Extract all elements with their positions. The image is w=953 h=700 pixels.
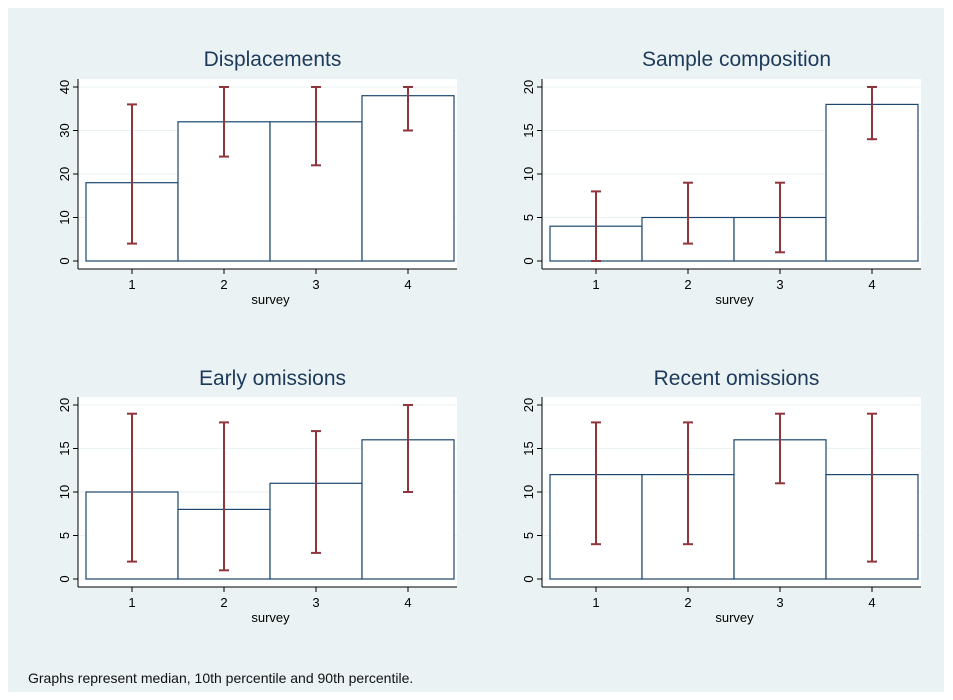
bar-4 <box>361 95 455 262</box>
x-tick-label: 2 <box>220 595 227 610</box>
y-tick-label: 30 <box>57 123 72 137</box>
chart-title: Displacements <box>204 48 342 71</box>
x-axis-label: survey <box>251 610 290 625</box>
x-tick-label: 2 <box>684 595 691 610</box>
x-tick-label: 1 <box>592 277 599 292</box>
figure-caption: Graphs represent median, 10th percentile… <box>28 670 414 686</box>
x-tick-label: 3 <box>776 595 783 610</box>
y-tick-label: 10 <box>57 485 72 499</box>
y-tick-label: 0 <box>57 257 72 264</box>
y-tick-label: 20 <box>57 398 72 412</box>
x-tick-label: 1 <box>592 595 599 610</box>
x-tick-label: 4 <box>868 595 875 610</box>
y-tick-label: 0 <box>521 575 536 582</box>
chart-title: Sample composition <box>642 48 831 71</box>
y-tick-label: 20 <box>521 80 536 94</box>
y-tick-label: 10 <box>521 167 536 181</box>
x-tick-label: 4 <box>868 277 875 292</box>
figure: 0 10 20 30 40 1 2 3 4 survey Displacements 0 5 10 15 20… <box>8 8 944 692</box>
chart-title: Early omissions <box>199 367 346 390</box>
y-tick-label: 15 <box>57 441 72 455</box>
x-tick-label: 3 <box>776 277 783 292</box>
y-tick-label: 5 <box>521 532 536 539</box>
y-tick-label: 15 <box>521 441 536 455</box>
y-tick-label: 0 <box>521 257 536 264</box>
x-tick-label: 1 <box>128 277 135 292</box>
y-tick-label: 0 <box>57 575 72 582</box>
x-axis-label: survey <box>715 292 754 307</box>
y-tick-label: 5 <box>521 214 536 221</box>
y-tick-label: 20 <box>57 167 72 181</box>
y-tick-label: 20 <box>521 398 536 412</box>
x-tick-label: 4 <box>404 277 411 292</box>
y-tick-label: 40 <box>57 80 72 94</box>
x-tick-label: 2 <box>220 277 227 292</box>
x-tick-label: 1 <box>128 595 135 610</box>
y-tick-label: 10 <box>521 485 536 499</box>
x-tick-label: 3 <box>312 595 319 610</box>
x-tick-label: 2 <box>684 277 691 292</box>
y-tick-label: 5 <box>57 532 72 539</box>
y-tick-label: 15 <box>521 123 536 137</box>
x-axis-label: survey <box>251 292 290 307</box>
x-axis-label: survey <box>715 610 754 625</box>
y-tick-label: 10 <box>57 210 72 224</box>
chart-title: Recent omissions <box>654 367 820 390</box>
x-tick-label: 3 <box>312 277 319 292</box>
x-tick-label: 4 <box>404 595 411 610</box>
